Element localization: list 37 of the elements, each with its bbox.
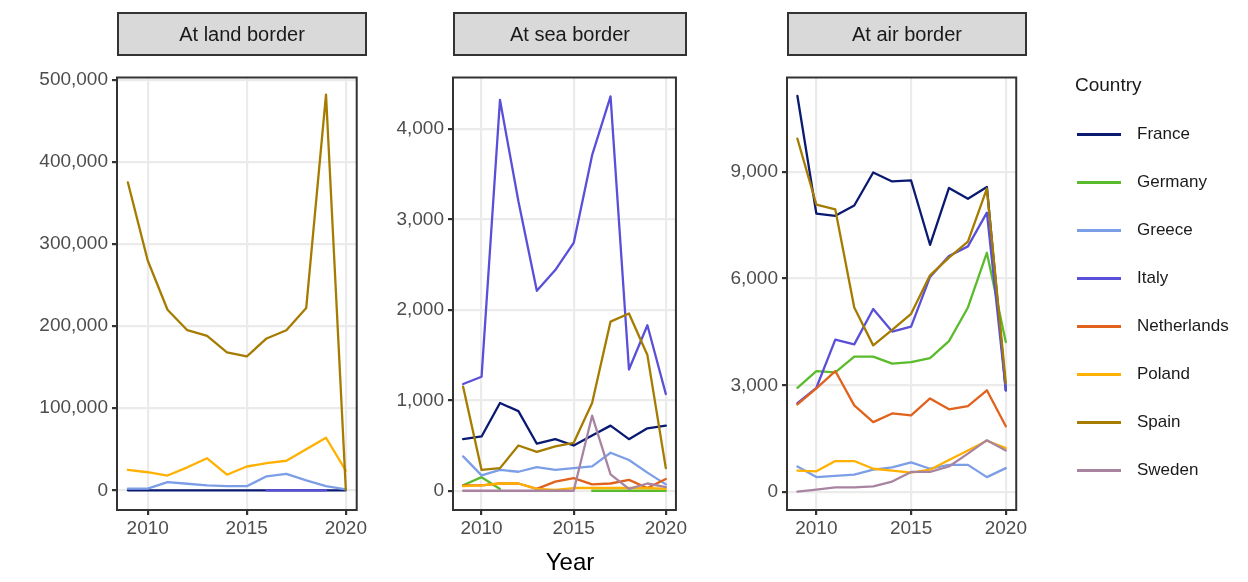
x-tick-label: 2020 bbox=[984, 516, 1027, 538]
y-tick-label: 3,000 bbox=[396, 207, 444, 229]
x-tick-label: 2020 bbox=[644, 516, 687, 538]
legend-label: Greece bbox=[1137, 220, 1193, 240]
legend-label: Spain bbox=[1137, 412, 1181, 432]
legend-label: Sweden bbox=[1137, 460, 1199, 480]
legend-label: Italy bbox=[1137, 268, 1169, 288]
x-tick-label: 2010 bbox=[460, 516, 503, 538]
chart-title: At land border bbox=[117, 12, 367, 56]
y-tick-label: 1,000 bbox=[396, 388, 444, 410]
y-tick-label: 2,000 bbox=[396, 298, 444, 320]
legend-label: Germany bbox=[1137, 172, 1207, 192]
x-tick-label: 2010 bbox=[795, 516, 838, 538]
legend-label: Netherlands bbox=[1137, 316, 1229, 336]
x-tick-label: 2015 bbox=[225, 516, 268, 538]
y-tick-label: 300,000 bbox=[39, 232, 108, 254]
x-axis-title: Year bbox=[545, 548, 595, 576]
y-tick-label: 3,000 bbox=[730, 373, 778, 395]
y-tick-label: 500,000 bbox=[39, 68, 108, 90]
chart-title: At air border bbox=[787, 12, 1027, 56]
legend-title: Country bbox=[1075, 74, 1143, 96]
y-tick-label: 400,000 bbox=[39, 150, 108, 172]
x-tick-label: 2015 bbox=[889, 516, 933, 538]
x-tick-label: 2015 bbox=[552, 516, 595, 538]
y-tick-label: 100,000 bbox=[39, 396, 108, 418]
y-tick-label: 0 bbox=[433, 478, 444, 500]
y-tick-label: 6,000 bbox=[730, 266, 778, 288]
y-tick-label: 200,000 bbox=[39, 314, 108, 336]
y-tick-label: 0 bbox=[767, 480, 778, 502]
legend-label: France bbox=[1137, 124, 1190, 144]
x-tick-label: 2020 bbox=[324, 516, 367, 538]
chart-title: At sea border bbox=[453, 12, 687, 56]
y-tick-label: 4,000 bbox=[396, 117, 444, 139]
legend-label: Poland bbox=[1137, 364, 1190, 384]
y-tick-label: 0 bbox=[97, 478, 108, 500]
y-tick-label: 9,000 bbox=[730, 159, 778, 181]
x-tick-label: 2010 bbox=[126, 516, 169, 538]
